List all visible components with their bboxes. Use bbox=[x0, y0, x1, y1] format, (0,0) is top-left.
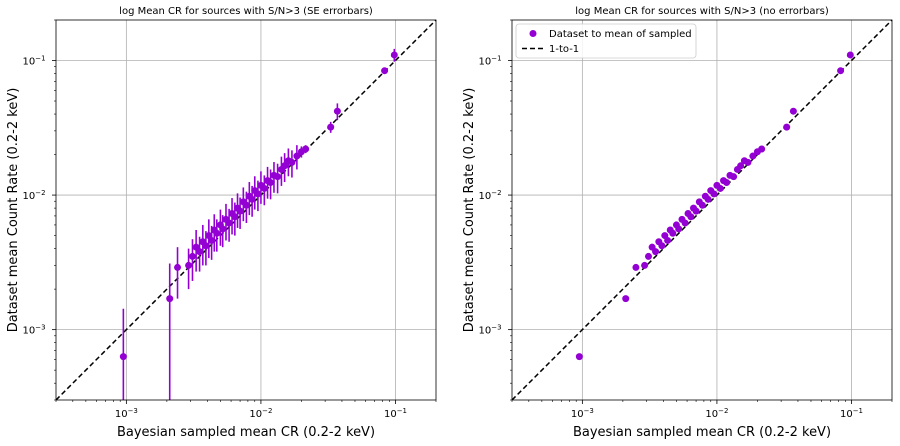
legend-marker-dataset bbox=[529, 30, 537, 37]
data-point bbox=[202, 242, 210, 250]
data-point bbox=[669, 229, 677, 237]
data-point bbox=[188, 252, 196, 260]
left-plot: log Mean CR for sources with S/N>3 (SE e… bbox=[6, 6, 437, 440]
data-point bbox=[716, 184, 724, 192]
left-x-tick-label: 10−2 bbox=[249, 407, 272, 420]
left-plot-title: log Mean CR for sources with S/N>3 (SE e… bbox=[119, 6, 373, 17]
data-point bbox=[758, 145, 766, 153]
data-point bbox=[692, 207, 700, 215]
left-x-tick-label: 10−1 bbox=[384, 407, 407, 420]
data-point bbox=[213, 229, 221, 237]
data-point bbox=[575, 353, 583, 361]
data-point bbox=[208, 236, 216, 244]
data-point bbox=[293, 152, 301, 160]
data-point bbox=[723, 179, 731, 187]
legend: Dataset to mean of sampled 1-to-1 bbox=[515, 23, 697, 59]
data-point bbox=[783, 123, 791, 131]
right-y-axis-label: Dataset mean Count Rate (0.2-2 keV) bbox=[462, 88, 477, 333]
data-point bbox=[119, 353, 127, 361]
data-point bbox=[622, 295, 630, 303]
data-point bbox=[242, 201, 250, 209]
data-point bbox=[641, 261, 649, 269]
data-point bbox=[196, 248, 204, 256]
data-point bbox=[174, 263, 182, 271]
data-point bbox=[302, 145, 310, 153]
data-point bbox=[652, 248, 660, 256]
right-plot: log Mean CR for sources with S/N>3 (no e… bbox=[462, 6, 893, 440]
right-plot-frame bbox=[511, 19, 893, 401]
data-point bbox=[704, 195, 712, 203]
left-y-tick-label: 10−3 bbox=[22, 324, 45, 337]
data-point bbox=[260, 184, 268, 192]
data-point bbox=[632, 263, 640, 271]
right-y-tick-label: 10−2 bbox=[478, 189, 501, 202]
right-x-tick-label: 10−2 bbox=[705, 407, 728, 420]
data-point bbox=[846, 51, 854, 59]
data-point bbox=[248, 195, 256, 203]
data-point bbox=[185, 261, 193, 269]
data-point bbox=[390, 51, 398, 59]
data-point bbox=[749, 152, 757, 160]
data-point bbox=[381, 67, 389, 75]
data-point bbox=[254, 190, 262, 198]
data-point bbox=[274, 173, 282, 181]
right-x-tick-label: 10−3 bbox=[571, 407, 594, 420]
left-x-axis-label: Bayesian sampled mean CR (0.2-2 keV) bbox=[117, 425, 375, 440]
data-point bbox=[166, 295, 174, 303]
right-y-tick-label: 10−1 bbox=[478, 55, 501, 68]
right-plot-title: log Mean CR for sources with S/N>3 (no e… bbox=[575, 6, 829, 17]
legend-label-dataset: Dataset to mean of sampled bbox=[549, 29, 692, 40]
data-point bbox=[687, 213, 695, 221]
data-point bbox=[231, 213, 239, 221]
data-point bbox=[698, 201, 706, 209]
left-y-axis-label: Dataset mean Count Rate (0.2-2 keV) bbox=[6, 88, 21, 333]
legend-box bbox=[515, 23, 697, 59]
data-point bbox=[658, 242, 666, 250]
data-point bbox=[288, 158, 296, 166]
data-point bbox=[710, 190, 718, 198]
data-point bbox=[327, 123, 335, 131]
data-point bbox=[789, 107, 797, 115]
data-point bbox=[267, 179, 275, 187]
data-point bbox=[333, 107, 341, 115]
data-point bbox=[281, 162, 289, 170]
legend-label-1to1: 1-to-1 bbox=[549, 44, 579, 55]
left-y-tick-label: 10−1 bbox=[22, 55, 45, 68]
data-point bbox=[837, 67, 845, 75]
data-point bbox=[675, 225, 683, 233]
data-point bbox=[236, 207, 244, 215]
data-point bbox=[737, 162, 745, 170]
data-point bbox=[681, 219, 689, 227]
data-point bbox=[225, 219, 233, 227]
right-one-to-one-line bbox=[511, 19, 893, 401]
data-point bbox=[730, 173, 738, 181]
left-y-tick-label: 10−2 bbox=[22, 189, 45, 202]
right-x-axis-label: Bayesian sampled mean CR (0.2-2 keV) bbox=[573, 425, 831, 440]
data-point bbox=[664, 236, 672, 244]
data-point bbox=[219, 225, 227, 233]
left-x-tick-label: 10−3 bbox=[115, 407, 138, 420]
data-point bbox=[744, 158, 752, 166]
data-point bbox=[644, 252, 652, 260]
right-y-tick-label: 10−3 bbox=[478, 324, 501, 337]
right-x-tick-label: 10−1 bbox=[840, 407, 863, 420]
left-plot-frame bbox=[55, 19, 437, 401]
